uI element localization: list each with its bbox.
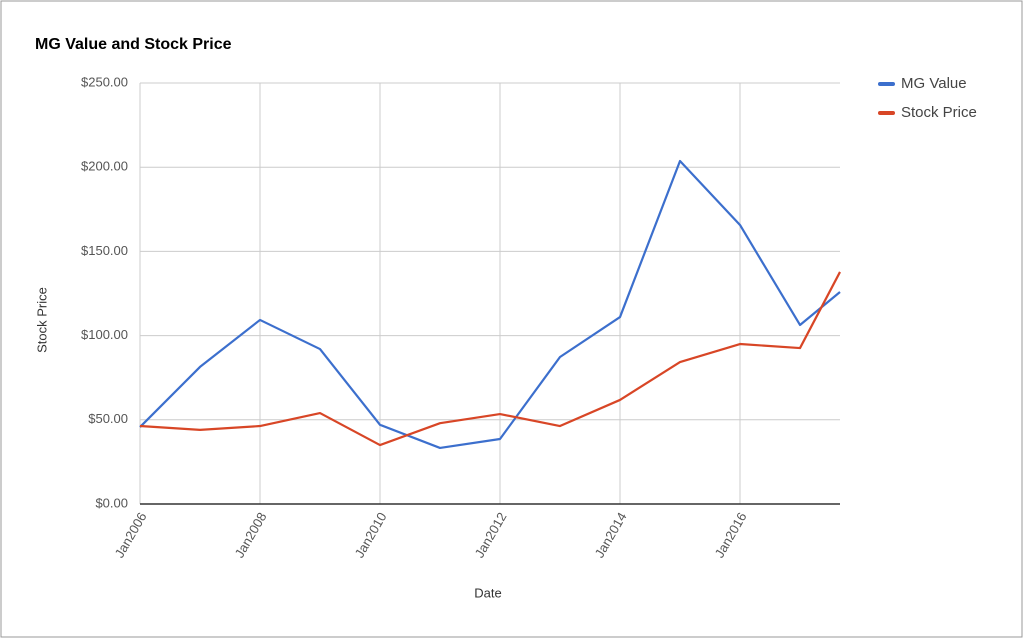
legend-label: MG Value <box>901 75 967 92</box>
chart-title: MG Value and Stock Price <box>35 36 232 53</box>
y-tick-label: $100.00 <box>81 327 128 342</box>
series-line <box>139 159 841 450</box>
y-tick-label: $50.00 <box>88 411 128 426</box>
y-tick-label: $0.00 <box>95 495 128 510</box>
legend-label: Stock Price <box>901 104 977 121</box>
y-tick-label: $200.00 <box>81 159 128 174</box>
series-line <box>139 271 841 447</box>
y-tick-label: $250.00 <box>81 74 128 89</box>
y-axis-title: Stock Price <box>34 287 49 353</box>
y-tick-label: $150.00 <box>81 243 128 258</box>
x-axis-title: Date <box>474 585 501 600</box>
